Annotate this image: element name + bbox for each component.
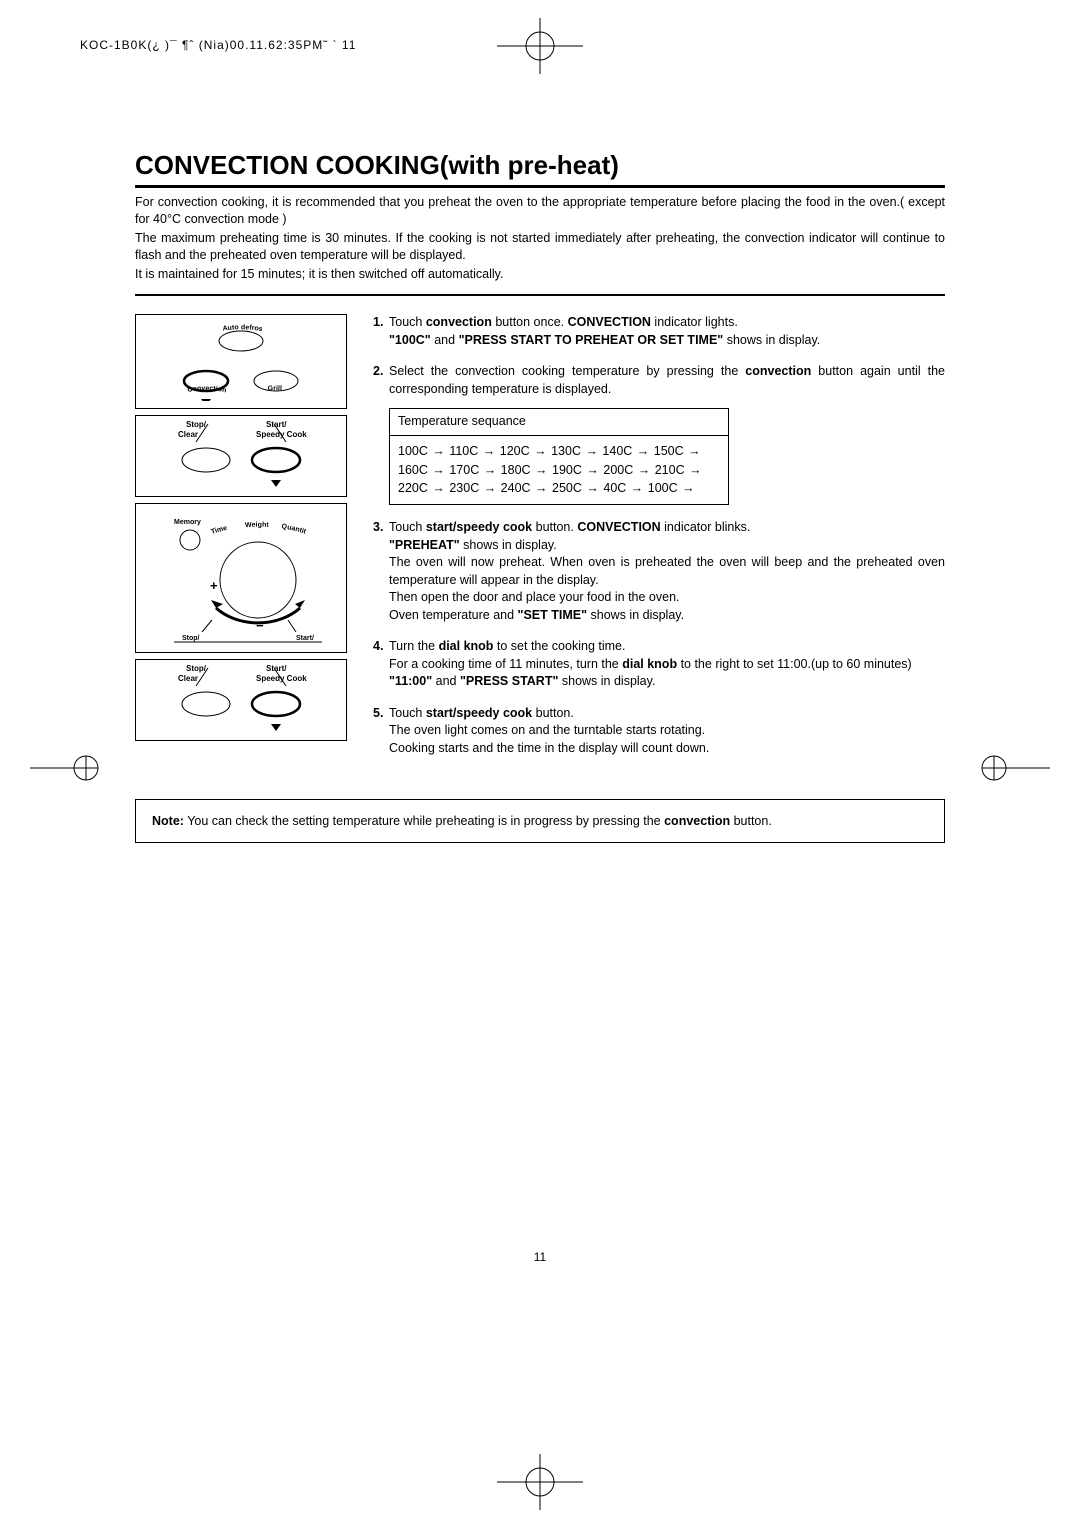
lbl-clear2: Clear [178,674,198,683]
svg-text:Convection: Convection [187,386,227,395]
panel-stop-start-2: Stop/ Clear Start/ Speedy Cook [135,659,347,741]
step-5: 5. Touch start/speedy cook button. The o… [373,705,945,758]
intro-block: For convection cooking, it is recommende… [135,194,945,282]
lbl-start2: Start/ [266,664,286,673]
panel-dial: Memory Time Weight Quantity + − Stop/ St… [135,503,347,653]
svg-text:Grill: Grill [267,386,282,393]
temperature-sequence-table: Temperature sequance 100C → 110C → 120C … [389,408,729,505]
step-2: 2. Select the convection cooking tempera… [373,363,945,505]
control-illustrations: Convection Grill Auto defrost Stop/ Clea… [135,314,347,771]
svg-text:Start/: Start/ [296,635,314,642]
section-title: CONVECTION COOKING(with pre-heat) [135,150,945,188]
page-content: CONVECTION COOKING(with pre-heat) For co… [135,150,945,843]
step-4: 4. Turn the dial knob to set the cooking… [373,638,945,691]
temp-seq-header: Temperature sequance [390,409,728,436]
lbl-start: Start/ [266,420,286,429]
intro-p3: It is maintained for 15 minutes; it is t… [135,266,945,283]
print-header: KOC-1B0K(¿ )¯ ¶ˆ (Nia)00.11.62:35PM˜ ` 1… [80,38,356,52]
lbl-speedy: Speedy Cook [256,430,307,439]
svg-text:+: + [210,578,218,593]
step-3: 3. Touch start/speedy cook button. CONVE… [373,519,945,624]
crop-mark-right [980,748,1050,788]
lbl-stop: Stop/ [186,420,206,429]
svg-text:Weight: Weight [245,522,270,530]
intro-p1: For convection cooking, it is recommende… [135,194,945,228]
svg-text:Stop/: Stop/ [182,635,200,642]
page-number: 11 [0,1250,1080,1264]
lbl-clear: Clear [178,430,198,439]
divider [135,294,945,296]
lbl-speedy2: Speedy Cook [256,674,307,683]
lbl-stop2: Stop/ [186,664,206,673]
note-box: Note: You can check the setting temperat… [135,799,945,843]
panel-stop-start-1: Stop/ Clear Start/ Speedy Cook [135,415,347,497]
svg-text:Time: Time [210,525,228,536]
panel-buttons-top: Convection Grill Auto defrost [135,314,347,409]
instruction-steps: 1. Touch convection button once. CONVECT… [373,314,945,771]
svg-text:Quantity: Quantity [146,512,307,536]
intro-p2: The maximum preheating time is 30 minute… [135,230,945,264]
temp-seq-rows: 100C → 110C → 120C → 130C → 140C → 150C … [390,436,728,504]
crop-mark-left [30,748,100,788]
svg-text:Memory: Memory [174,519,201,526]
crop-mark-top [497,18,583,74]
step-1: 1. Touch convection button once. CONVECT… [373,314,945,349]
svg-text:−: − [256,618,264,633]
crop-mark-bottom [497,1454,583,1510]
note-label: Note: [152,814,184,828]
